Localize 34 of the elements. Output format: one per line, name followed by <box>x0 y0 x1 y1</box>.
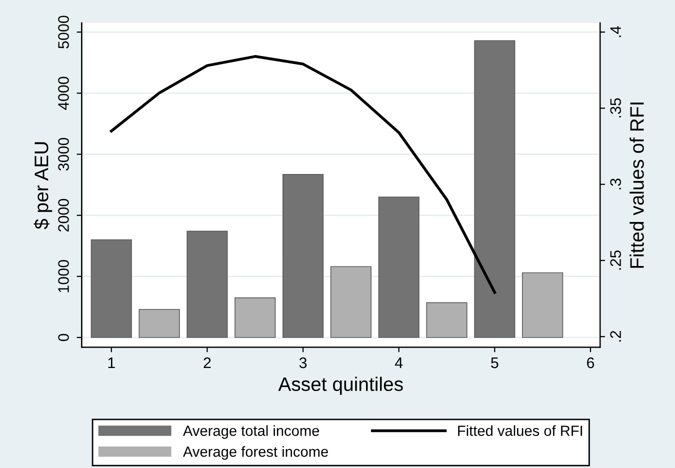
y2-tick-label: .4 <box>610 26 621 38</box>
y-tick-label: 1000 <box>58 260 69 292</box>
bar <box>186 230 228 338</box>
x-tick-label: 5 <box>491 358 498 368</box>
y2-tick-label: .25 <box>610 250 622 270</box>
x-tick-label: 4 <box>394 358 403 368</box>
y2-tick-label: .3 <box>610 178 622 190</box>
x-tick-label: 1 <box>108 358 115 368</box>
y-tick-label: 2000 <box>58 198 69 232</box>
line-series <box>110 55 496 294</box>
y-tick-label: 0 <box>58 334 69 342</box>
x-tick-label: 6 <box>587 357 594 368</box>
bar <box>138 308 180 338</box>
legend-label: Average total income <box>182 425 320 439</box>
bar <box>90 239 132 338</box>
x-tick-label: 2 <box>204 357 211 368</box>
legend-label: Fitted values of RFI <box>458 425 582 436</box>
y-axis-title: $ per AEU <box>34 142 52 230</box>
y2-tick-label: .2 <box>610 330 621 342</box>
y-tick-label: 3000 <box>58 138 69 171</box>
bar <box>378 196 420 338</box>
y2-axis-title: Fitted values of RFI <box>630 102 644 268</box>
bar <box>234 297 276 338</box>
y2-tick-label: .35 <box>610 98 622 118</box>
bar <box>282 174 324 338</box>
legend-label: Average forest income <box>182 446 328 460</box>
bar <box>522 272 564 338</box>
y-tick-label: 5000 <box>58 16 69 48</box>
x-tick-label: 3 <box>299 357 307 368</box>
x-axis-title: Asset quintiles <box>278 376 403 395</box>
bar <box>474 40 516 338</box>
bar <box>330 266 372 338</box>
y-tick-label: 4000 <box>58 76 69 110</box>
bar <box>426 302 468 338</box>
